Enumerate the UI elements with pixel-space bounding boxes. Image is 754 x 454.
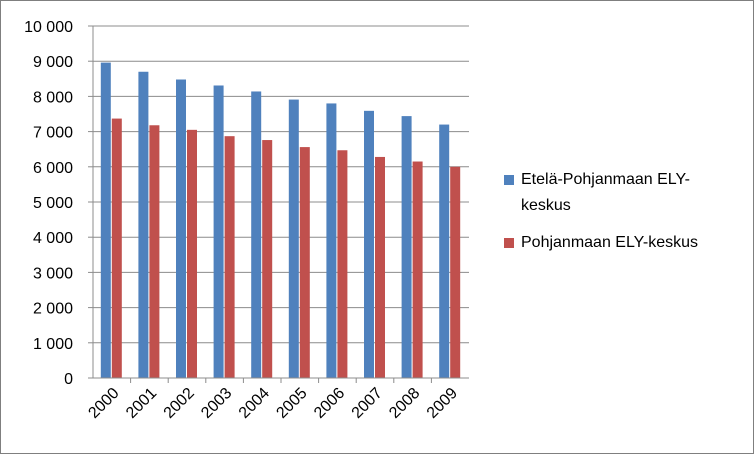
bars xyxy=(100,62,461,379)
x-tick-label: 2009 xyxy=(424,385,461,422)
bar-pohjanmaa-2009 xyxy=(450,166,461,378)
x-tick-label: 2002 xyxy=(161,385,198,422)
x-tick-label: 2004 xyxy=(236,385,273,422)
x-tick-label: 2001 xyxy=(123,385,160,422)
y-tick-labels: 0 1 000 2 000 3 000 4 000 5 000 6 000 7 000 8 00… xyxy=(24,19,73,388)
bar-pohjanmaa-2004 xyxy=(262,140,273,378)
y-tick-label: 2 000 xyxy=(33,301,73,318)
y-tick-label: 5 000 xyxy=(33,195,73,212)
legend-label: Pohjanmaan ELY-keskus xyxy=(521,234,698,251)
bar-pohjanmaa-2007 xyxy=(375,156,385,378)
bar-pohjanmaa-2001 xyxy=(149,125,160,378)
bar-pohjanmaa-2003 xyxy=(224,136,235,378)
y-tick-label: 3 000 xyxy=(33,265,73,282)
x-tick-label: 2007 xyxy=(349,385,386,422)
bar-etela-pohjanmaa-2009 xyxy=(439,124,450,378)
x-tick-label: 2006 xyxy=(311,385,348,422)
legend: Etelä-Pohjanmaan ELY-keskus Pohjanmaan EL… xyxy=(504,171,698,251)
bar-pohjanmaa-2000 xyxy=(111,118,122,379)
legend-label: keskus xyxy=(521,197,571,214)
x-tick-label: 2003 xyxy=(198,385,235,422)
legend-swatch xyxy=(504,238,514,248)
bar-etela-pohjanmaa-2006 xyxy=(326,103,337,378)
y-tick-label: 0 xyxy=(64,371,73,388)
x-tick-label: 2005 xyxy=(273,385,310,422)
x-tick-label: 2008 xyxy=(386,385,423,422)
bar-etela-pohjanmaa-2007 xyxy=(364,110,374,378)
y-tick-label: 7 000 xyxy=(33,125,73,142)
bar-etela-pohjanmaa-2005 xyxy=(288,99,299,379)
x-tick-labels: 2000 2001 2002 2003 2004 2005 2006 2007 2008 2009 xyxy=(85,385,461,422)
x-tick-label: 2000 xyxy=(85,385,122,422)
bar-etela-pohjanmaa-2004 xyxy=(251,91,262,379)
bar-etela-pohjanmaa-2002 xyxy=(176,79,186,378)
bar-pohjanmaa-2008 xyxy=(412,161,423,378)
y-tick-label: 8 000 xyxy=(33,89,73,106)
bar-pohjanmaa-2005 xyxy=(299,147,310,378)
bar-etela-pohjanmaa-2003 xyxy=(213,85,224,378)
legend-label: Etelä-Pohjanmaan ELY- xyxy=(521,171,690,188)
y-tick-label: 1 000 xyxy=(33,336,73,353)
bar-etela-pohjanmaa-2008 xyxy=(401,116,412,378)
y-tick-label: 4 000 xyxy=(33,230,73,247)
bar-etela-pohjanmaa-2001 xyxy=(138,71,149,378)
y-tick-label: 10 000 xyxy=(24,19,73,36)
bar-pohjanmaa-2002 xyxy=(187,129,197,378)
y-tick-label: 6 000 xyxy=(33,160,73,177)
y-tick-label: 9 000 xyxy=(33,54,73,71)
axes xyxy=(88,25,469,383)
bar-etela-pohjanmaa-2000 xyxy=(100,62,111,378)
legend-swatch xyxy=(504,175,514,185)
bar-pohjanmaa-2006 xyxy=(337,150,348,378)
